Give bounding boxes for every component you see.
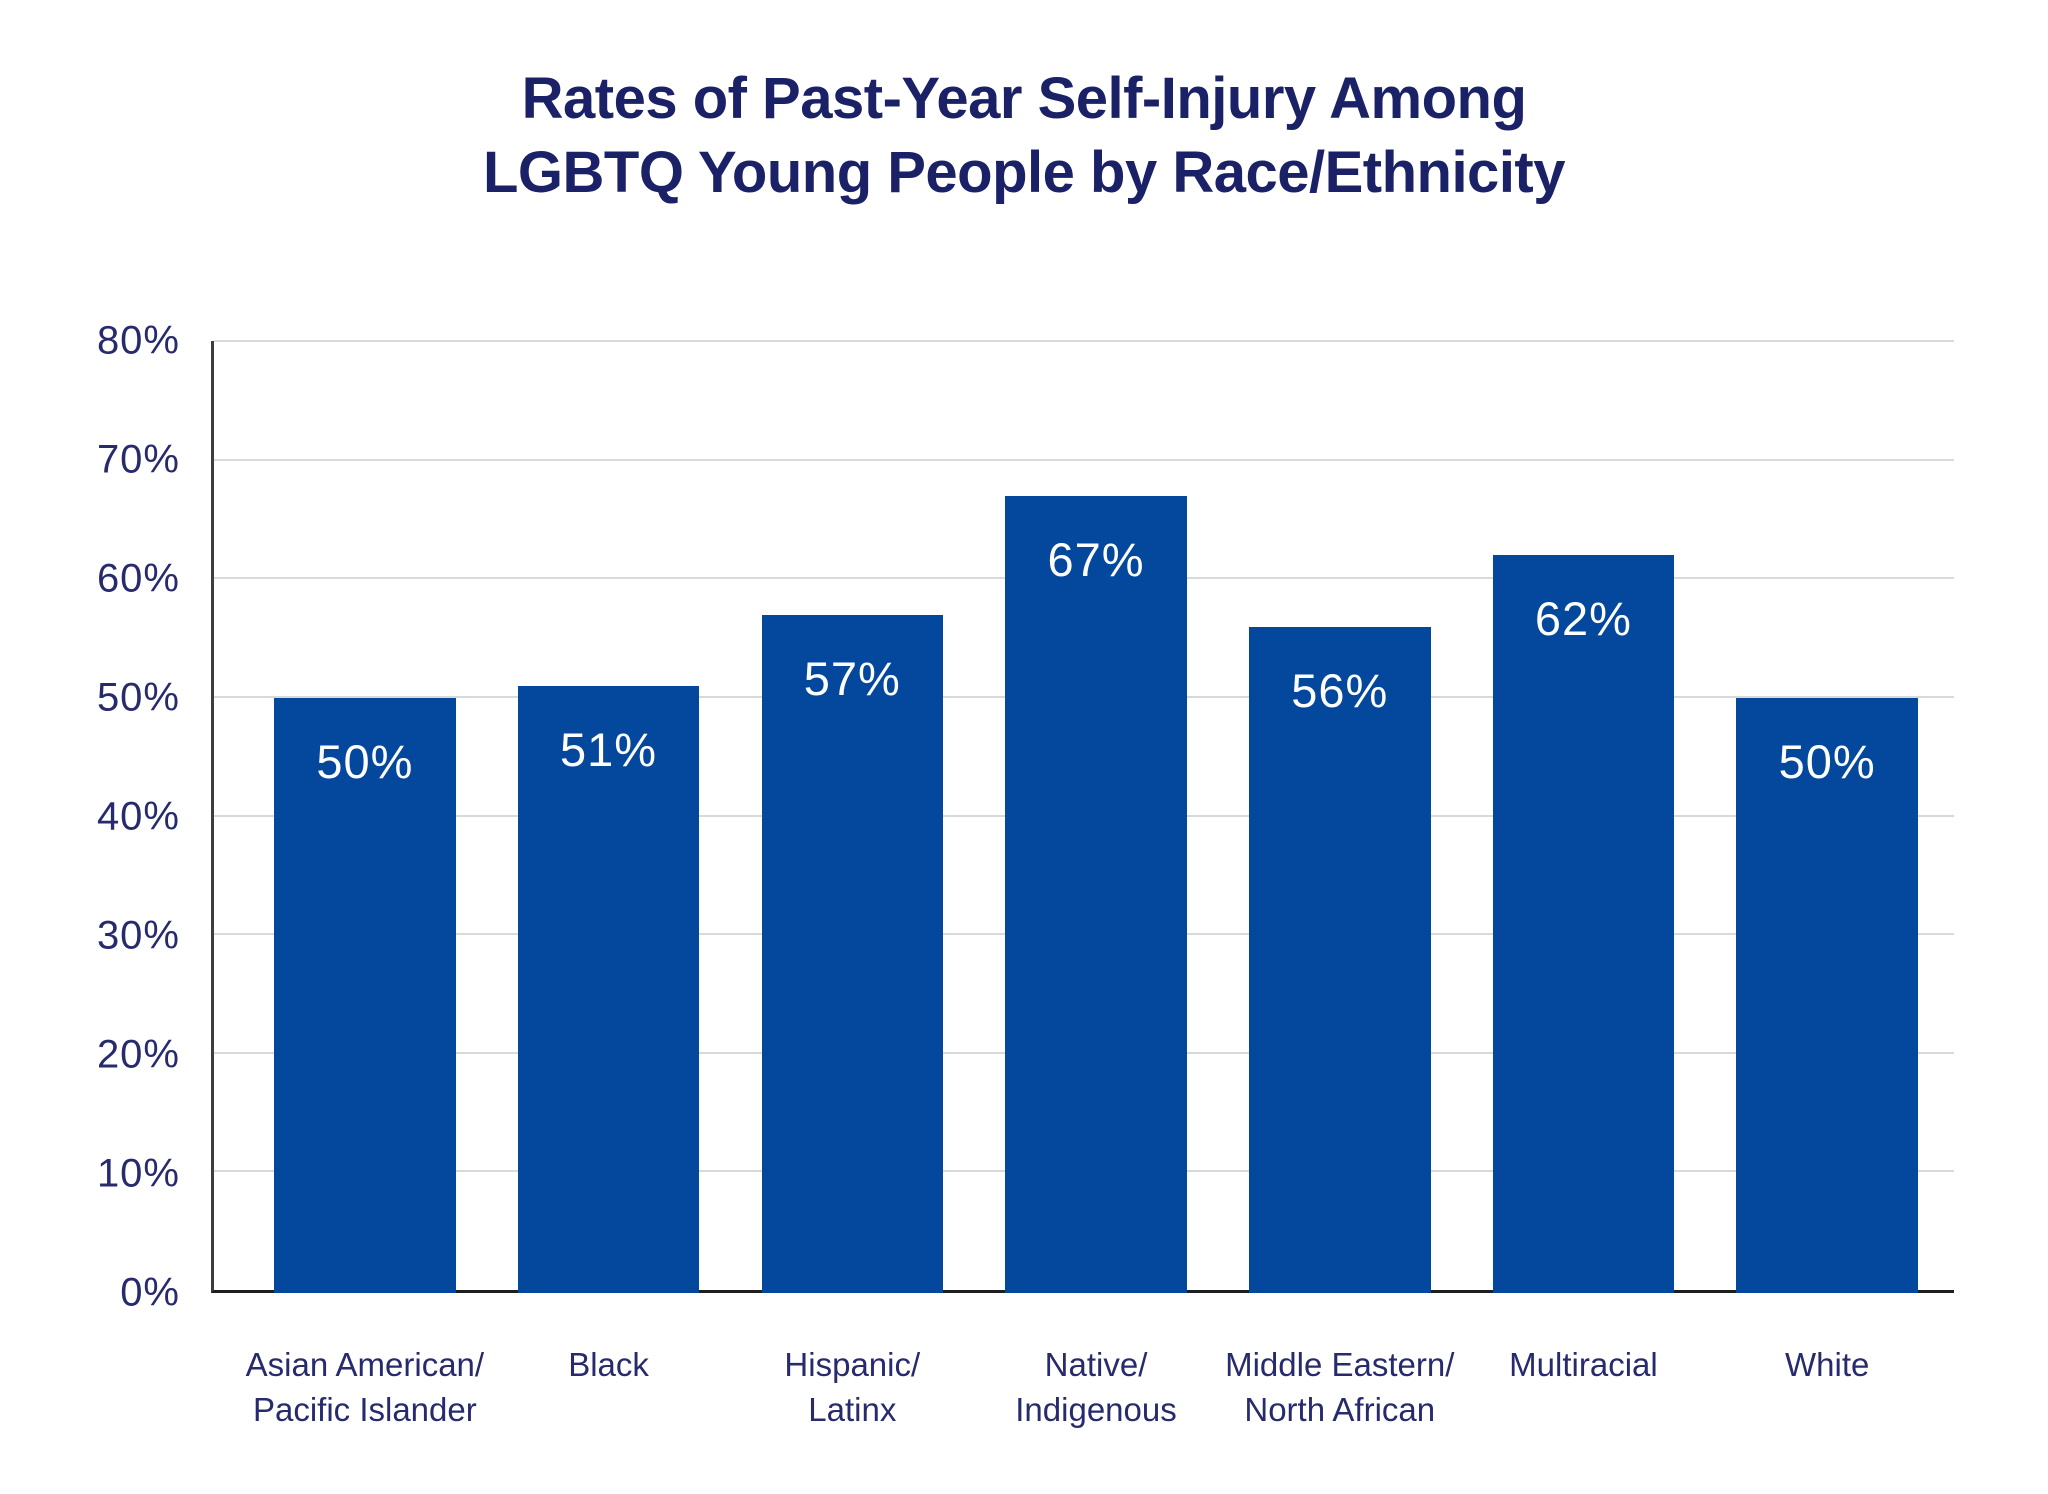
bar-slot: 62%: [1462, 341, 1706, 1293]
x-tick-label-hispanic: Hispanic/ Latinx: [784, 1346, 921, 1428]
x-tick-label-asian-american: Asian American/ Pacific Islander: [245, 1346, 485, 1428]
bar-asian-american: 50%: [274, 698, 456, 1293]
x-tick-label-multiracial: Multiracial: [1509, 1346, 1658, 1383]
bar-black: 51%: [517, 686, 700, 1293]
bar-middle-eastern: 56%: [1248, 626, 1431, 1293]
chart-title-line-2: LGBTQ Young People by Race/Ethnicity: [482, 140, 1566, 206]
y-tick-label-10: 10%: [96, 1151, 180, 1196]
chart-title: Rates of Past-Year Self-Injury Among LGB…: [0, 62, 2048, 210]
bar-value-label: 62%: [1534, 592, 1632, 646]
bar-slot: 51%: [487, 341, 731, 1293]
bar-slot: 67%: [974, 341, 1218, 1293]
y-tick-label-70: 70%: [96, 437, 180, 482]
bars-container: 50% 51% 57% 67% 56% 62% 50%: [243, 341, 1949, 1293]
bar-slot: 50%: [1705, 341, 1949, 1293]
chart-title-line-1: Rates of Past-Year Self-Injury Among: [521, 66, 1527, 131]
bar-slot: 56%: [1218, 341, 1462, 1293]
y-tick-label-20: 20%: [96, 1032, 180, 1077]
bar-value-label: 57%: [803, 651, 901, 705]
bar-multiracial: 62%: [1492, 555, 1675, 1293]
bar-slot: 57%: [730, 341, 974, 1293]
y-tick-label-60: 60%: [96, 556, 180, 601]
bar-white: 50%: [1736, 698, 1918, 1293]
y-axis: 0% 10% 20% 30% 40% 50% 60% 70% 80%: [0, 319, 180, 1315]
y-tick-label-80: 80%: [96, 318, 180, 363]
y-tick-label-30: 30%: [96, 913, 180, 958]
x-tick-label-black: Black: [568, 1346, 649, 1383]
x-tick-label-white: White: [1784, 1346, 1870, 1383]
bar-hispanic: 57%: [761, 614, 944, 1293]
bar-value-label: 56%: [1291, 663, 1389, 717]
bar-native: 67%: [1005, 495, 1187, 1293]
bar-value-label: 50%: [1778, 735, 1876, 788]
gridline-80: [214, 340, 1954, 342]
bar-value-label: 51%: [560, 723, 658, 777]
x-axis-labels: Asian American/ Pacific Islander Black His…: [243, 1343, 1949, 1432]
y-tick-label-0: 0%: [120, 1270, 180, 1315]
bar-slot: 50%: [243, 341, 487, 1293]
y-tick-label-50: 50%: [96, 675, 180, 720]
bar-value-label: 67%: [1047, 532, 1145, 586]
x-tick-label-middle-eastern: Middle Eastern/ North African: [1225, 1346, 1455, 1428]
gridline-70: [214, 458, 1954, 461]
x-tick-label-native: Native/ Indigenous: [1015, 1346, 1177, 1428]
bar-value-label: 50%: [316, 735, 414, 788]
y-tick-label-40: 40%: [96, 794, 180, 839]
